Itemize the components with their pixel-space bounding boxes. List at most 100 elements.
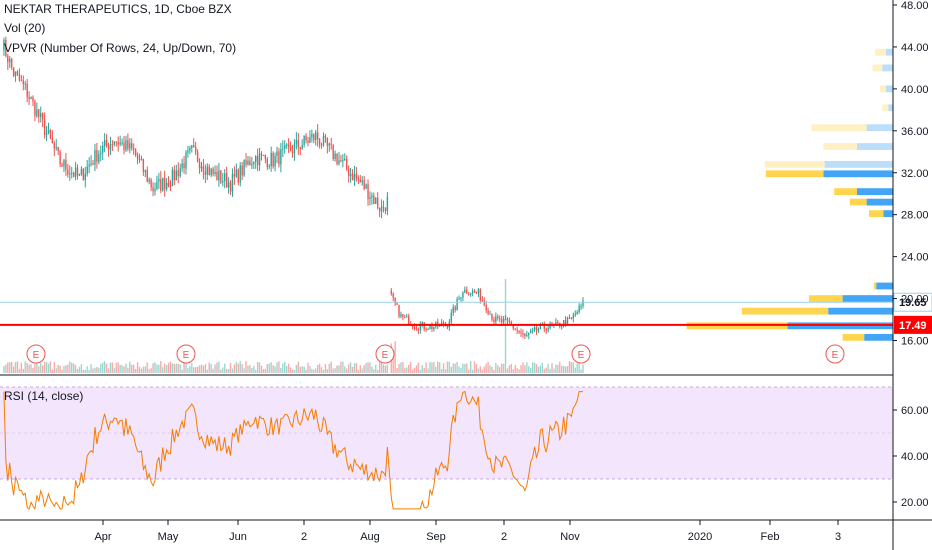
volume-bar bbox=[454, 363, 456, 373]
candle-body bbox=[9, 58, 11, 63]
candle-body bbox=[237, 169, 239, 183]
volume-bar bbox=[444, 369, 447, 373]
earnings-marker[interactable] bbox=[825, 344, 845, 364]
candle-body bbox=[322, 135, 325, 146]
candle-body bbox=[390, 290, 392, 294]
volume-bar bbox=[18, 368, 21, 373]
volume-bar bbox=[272, 365, 274, 373]
candle-body bbox=[20, 80, 23, 82]
volume-bar bbox=[396, 368, 398, 373]
candle-body bbox=[562, 320, 565, 326]
candle-body bbox=[156, 181, 158, 190]
volume-bar bbox=[351, 366, 354, 373]
volume-bar bbox=[40, 362, 42, 373]
candle-body bbox=[245, 160, 247, 165]
volume-bar bbox=[103, 361, 106, 373]
candle-body bbox=[408, 316, 410, 325]
candle-body bbox=[187, 150, 189, 153]
volume-bar bbox=[555, 364, 557, 373]
volume-bar bbox=[469, 361, 472, 373]
candle-body bbox=[55, 146, 57, 149]
candle-body bbox=[334, 153, 336, 159]
volume-bar bbox=[92, 368, 94, 373]
candle-body bbox=[301, 144, 303, 149]
candle-body bbox=[384, 207, 387, 211]
candle-body bbox=[380, 206, 383, 212]
volume-bar bbox=[520, 365, 522, 373]
vpvr-down-bar bbox=[882, 104, 889, 112]
candle-body bbox=[26, 83, 28, 98]
volume-bar bbox=[162, 367, 164, 373]
volume-bar bbox=[187, 368, 189, 373]
volume-bar bbox=[231, 368, 234, 373]
vpvr-indicator-label[interactable]: VPVR (Number Of Rows, 24, Up/Down, 70) bbox=[4, 41, 237, 55]
candle-body bbox=[340, 160, 342, 162]
candle-body bbox=[287, 144, 290, 147]
candle-body bbox=[363, 180, 365, 189]
volume-bar bbox=[12, 366, 15, 373]
candle-body bbox=[512, 324, 514, 329]
candle-body bbox=[36, 109, 38, 117]
time-tick-label: 2020 bbox=[688, 531, 712, 543]
candle-body bbox=[61, 164, 63, 167]
volume-bar bbox=[131, 364, 133, 373]
candle-body bbox=[22, 80, 25, 84]
rsi-band bbox=[0, 386, 893, 480]
earnings-marker[interactable] bbox=[176, 344, 196, 364]
volume-bar bbox=[71, 362, 73, 373]
volume-bar bbox=[22, 368, 25, 373]
candle-body bbox=[206, 166, 208, 175]
candle-body bbox=[38, 109, 40, 117]
earnings-marker[interactable] bbox=[26, 344, 46, 364]
candle-body bbox=[131, 143, 133, 149]
candle-body bbox=[249, 160, 251, 166]
volume-bar bbox=[88, 369, 90, 373]
volume-bar bbox=[530, 367, 532, 373]
volume-bar bbox=[55, 368, 57, 373]
candle-body bbox=[377, 197, 379, 208]
volume-bar bbox=[32, 367, 34, 373]
candle-body bbox=[429, 325, 431, 330]
volume-bar bbox=[510, 364, 513, 373]
candle-body bbox=[570, 317, 573, 319]
candle-body bbox=[365, 184, 367, 189]
earnings-marker[interactable] bbox=[571, 344, 591, 364]
volume-bar bbox=[392, 349, 394, 373]
volume-bar bbox=[123, 366, 125, 373]
candle-body bbox=[299, 147, 301, 149]
candle-body bbox=[464, 289, 466, 293]
volume-bar bbox=[464, 363, 466, 373]
candle-body bbox=[382, 206, 385, 208]
candle-body bbox=[378, 207, 381, 212]
volume-bar bbox=[167, 362, 170, 373]
candle-body bbox=[375, 197, 377, 204]
volume-bar bbox=[347, 364, 350, 373]
candle-body bbox=[251, 163, 253, 166]
volume-bar bbox=[539, 365, 542, 373]
candle-body bbox=[142, 159, 145, 172]
candle-body bbox=[560, 325, 563, 327]
time-tick-label: May bbox=[158, 531, 179, 543]
volume-bar bbox=[285, 366, 288, 373]
earnings-marker[interactable] bbox=[375, 344, 395, 364]
rsi-indicator-label[interactable]: RSI (14, close) bbox=[4, 389, 84, 403]
volume-bar bbox=[543, 368, 545, 373]
volume-indicator-label[interactable]: Vol (20) bbox=[4, 21, 46, 35]
candle-body bbox=[256, 156, 259, 166]
volume-bar bbox=[287, 363, 290, 373]
symbol-title[interactable]: NEKTAR THERAPEUTICS, 1D, Cboe BZX bbox=[4, 2, 232, 16]
time-tick-label: 2 bbox=[501, 531, 507, 543]
candle-body bbox=[415, 327, 418, 330]
candle-body bbox=[481, 300, 483, 302]
vpvr-down-bar bbox=[811, 124, 867, 132]
vpvr-up-bar bbox=[828, 307, 893, 315]
volume-bar bbox=[264, 368, 267, 373]
candle-body bbox=[214, 171, 216, 174]
volume-bar bbox=[438, 362, 441, 373]
volume-bar bbox=[528, 366, 530, 373]
candle-body bbox=[5, 39, 7, 56]
rsi-line bbox=[3, 390, 583, 511]
candle-body bbox=[247, 160, 249, 165]
